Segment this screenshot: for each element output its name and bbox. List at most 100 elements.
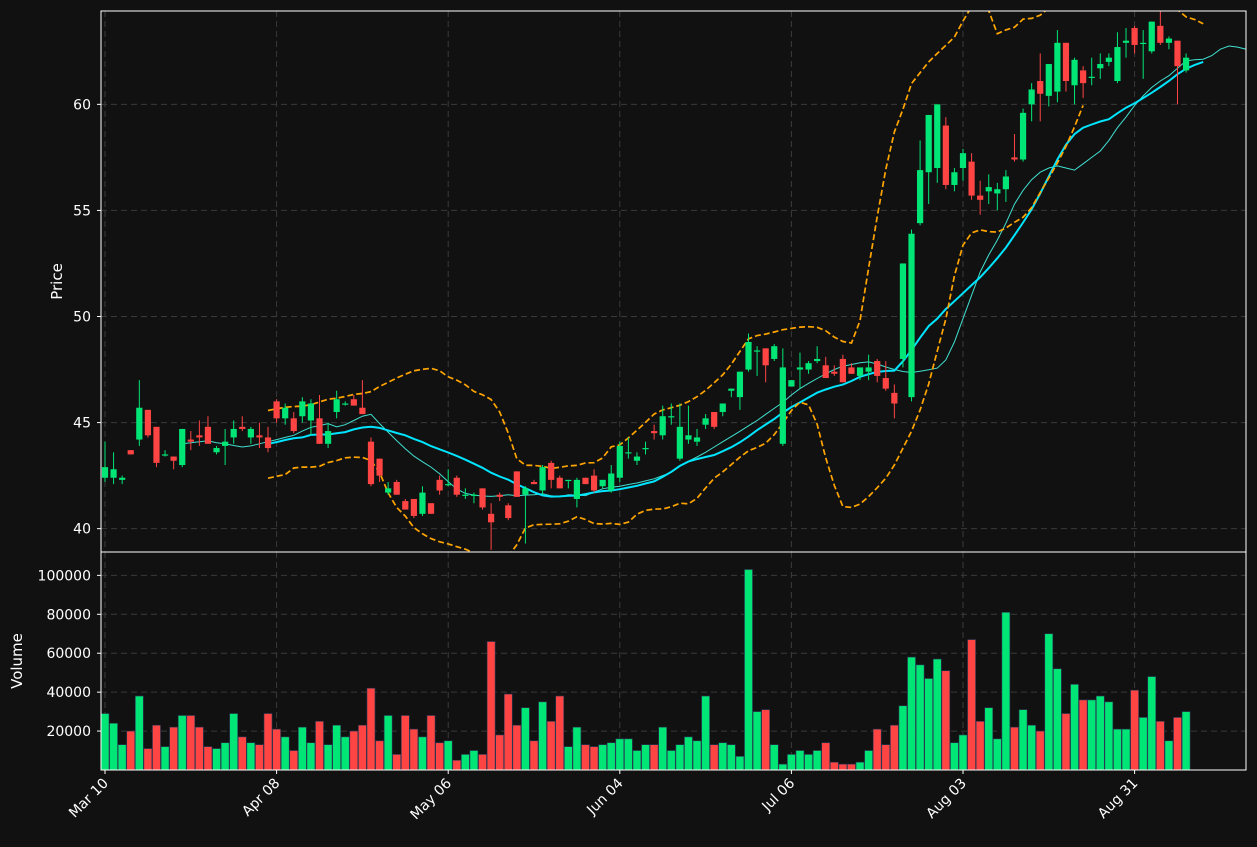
volume-bar: [289, 750, 299, 770]
candle: [462, 488, 469, 499]
volume-bar: [349, 730, 359, 770]
candle: [831, 365, 838, 376]
volume-bar: [469, 750, 479, 770]
volume-bar: [1104, 701, 1114, 770]
candle-body: [522, 488, 529, 495]
candle: [642, 441, 649, 455]
x-tick-label: Mar 10: [66, 776, 112, 822]
band-upper-line: [267, 11, 1204, 470]
candle-body: [179, 428, 186, 466]
volume-bar: [280, 736, 290, 770]
volume-bar: [495, 734, 504, 770]
candle: [693, 428, 701, 446]
candle: [822, 356, 829, 379]
candle: [213, 445, 220, 455]
volume-bar: [152, 724, 161, 770]
band-lower-line: [267, 105, 1084, 552]
volume-bar: [812, 750, 822, 770]
candle-body: [333, 399, 340, 412]
candle: [908, 229, 915, 402]
candle: [1071, 57, 1078, 105]
volume-bar: [1138, 717, 1148, 770]
volume-bar: [529, 740, 539, 770]
volume-bar: [821, 742, 831, 770]
volume-bar: [315, 721, 324, 770]
volume-bar: [993, 738, 1002, 770]
volume-bar: [744, 569, 753, 770]
volume-bar: [1044, 633, 1054, 770]
volume-bar: [898, 705, 908, 770]
candle: [856, 367, 864, 381]
candle-body: [496, 494, 503, 497]
candle-body: [110, 469, 117, 478]
candle-body: [402, 501, 409, 510]
candle: [1028, 83, 1035, 122]
grid-lines: [101, 11, 1246, 770]
volume-bar: [958, 734, 968, 770]
candle-body: [1157, 25, 1164, 43]
volume-bar: [1035, 730, 1045, 770]
candle: [994, 182, 1001, 211]
candle-body: [136, 407, 143, 440]
candle: [333, 390, 340, 419]
volume-bar: [109, 722, 118, 770]
volume-bar: [186, 715, 196, 770]
candle: [256, 422, 263, 449]
candle-body: [1071, 59, 1078, 86]
volume-bar: [795, 750, 805, 770]
candle: [685, 405, 692, 444]
candle-body: [874, 361, 881, 376]
volume-bar: [847, 763, 856, 770]
price-tick-label: 50: [73, 310, 91, 326]
candle-body: [505, 505, 512, 519]
candle-body: [728, 388, 735, 391]
candle-body: [985, 187, 992, 192]
volume-tick-label: 80000: [46, 607, 91, 623]
candle: [762, 348, 769, 383]
candle: [359, 380, 366, 415]
candle-body: [1080, 70, 1087, 84]
candle: [539, 465, 546, 495]
candle: [977, 180, 984, 215]
candle: [496, 492, 503, 502]
volume-bar: [701, 695, 710, 770]
volume-bar: [932, 658, 942, 770]
candle-body: [299, 401, 306, 417]
candle: [1131, 25, 1138, 54]
volume-bar: [804, 754, 813, 770]
candle: [676, 403, 683, 461]
candle: [1002, 170, 1009, 202]
candle: [1097, 53, 1104, 79]
candle-body: [187, 439, 194, 442]
volume-bar: [135, 695, 144, 770]
candle-body: [968, 161, 975, 196]
candle-body: [445, 484, 452, 486]
candle-body: [951, 172, 958, 185]
volume-bar: [1070, 684, 1079, 770]
volume-bar: [838, 763, 848, 770]
candle: [1114, 32, 1121, 84]
volume-bar: [1121, 728, 1131, 770]
candle: [1054, 30, 1061, 103]
candle-body: [273, 401, 280, 419]
candle-body: [470, 494, 478, 496]
candle: [771, 344, 778, 362]
volume-bar: [675, 744, 685, 770]
candle: [187, 431, 194, 451]
candle: [1045, 64, 1052, 107]
candle-body: [651, 431, 658, 434]
volume-bar: [263, 713, 273, 770]
x-tick-label: Aug 03: [923, 776, 969, 822]
candle-body: [1045, 64, 1052, 96]
candle-body: [153, 426, 160, 463]
candle: [299, 397, 306, 423]
candle-body: [796, 367, 804, 370]
candle-body: [848, 367, 855, 374]
candle: [488, 503, 495, 550]
candle-body: [119, 477, 126, 480]
candle-body: [814, 358, 821, 362]
candle-body: [702, 418, 709, 425]
candle-body: [753, 350, 761, 352]
volume-tick-label: 20000: [46, 724, 91, 740]
